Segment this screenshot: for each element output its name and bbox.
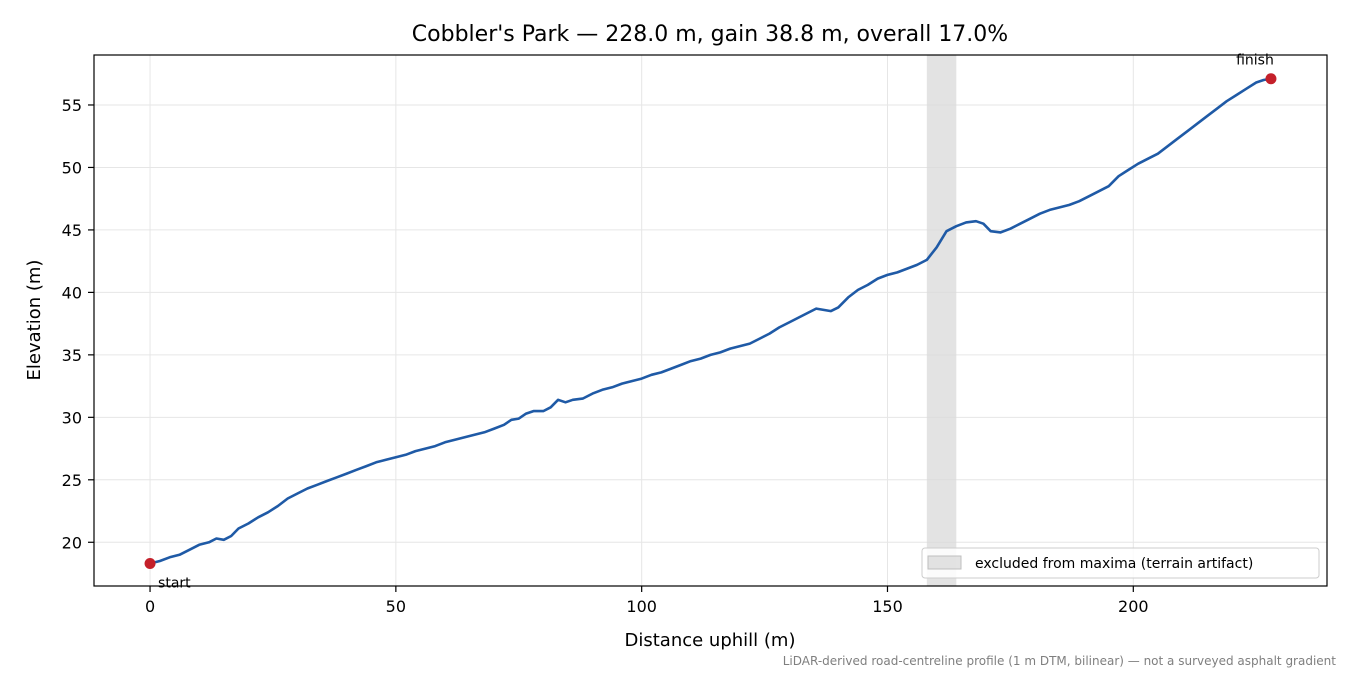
y-axis-label: Elevation (m) bbox=[24, 260, 45, 381]
y-tick-label: 45 bbox=[62, 221, 82, 240]
y-tick-label: 55 bbox=[62, 96, 82, 115]
x-tick-label: 0 bbox=[145, 597, 155, 616]
endpoint-markers: start finish bbox=[144, 53, 1277, 592]
y-axis-ticks: 20 25 30 35 40 45 50 55 bbox=[62, 96, 94, 552]
start-marker bbox=[144, 558, 156, 570]
y-tick-label: 35 bbox=[62, 346, 82, 365]
finish-marker bbox=[1265, 73, 1277, 85]
x-tick-label: 100 bbox=[626, 597, 657, 616]
x-axis-ticks: 0 50 100 150 200 bbox=[145, 586, 1149, 616]
plot-frame bbox=[93, 54, 1328, 587]
y-tick-label: 40 bbox=[62, 283, 82, 302]
legend-box bbox=[921, 547, 1320, 579]
elevation-profile-line bbox=[149, 77, 1272, 565]
legend: excluded from maxima (terrain artifact) bbox=[921, 547, 1320, 579]
start-label: start bbox=[158, 576, 191, 592]
excluded-band bbox=[926, 55, 957, 586]
finish-label: finish bbox=[1236, 53, 1274, 69]
x-tick-label: 200 bbox=[1118, 597, 1149, 616]
x-tick-label: 150 bbox=[872, 597, 903, 616]
x-axis-label: Distance uphill (m) bbox=[625, 630, 796, 651]
y-tick-label: 25 bbox=[62, 471, 82, 490]
legend-swatch bbox=[927, 555, 962, 570]
x-tick-label: 50 bbox=[386, 597, 406, 616]
legend-label: excluded from maxima (terrain artifact) bbox=[975, 556, 1253, 572]
footnote: LiDAR-derived road-centreline profile (1… bbox=[783, 654, 1337, 668]
y-tick-label: 50 bbox=[62, 158, 82, 177]
y-tick-label: 20 bbox=[62, 533, 82, 552]
chart-title: Cobbler's Park — 228.0 m, gain 38.8 m, o… bbox=[412, 22, 1008, 47]
y-tick-label: 30 bbox=[62, 408, 82, 427]
